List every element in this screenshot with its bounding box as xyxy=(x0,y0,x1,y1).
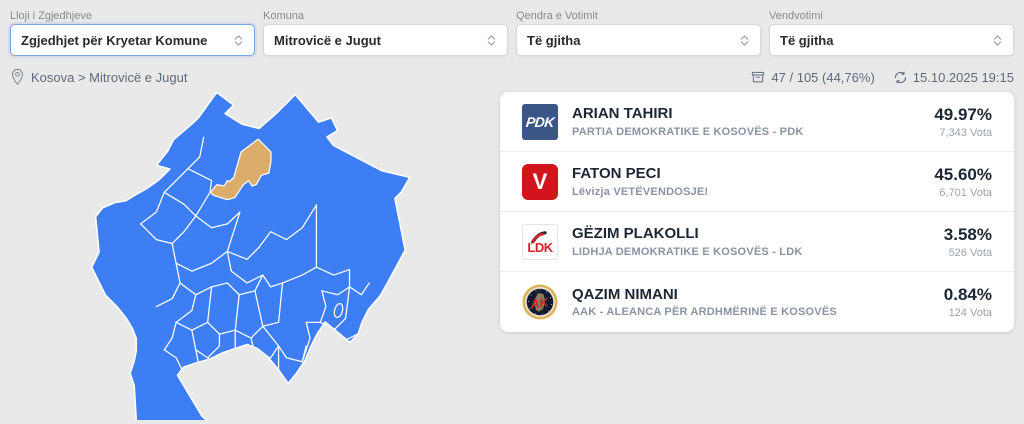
svg-text:LDK: LDK xyxy=(527,240,553,255)
svg-text:AK: AK xyxy=(529,295,551,312)
